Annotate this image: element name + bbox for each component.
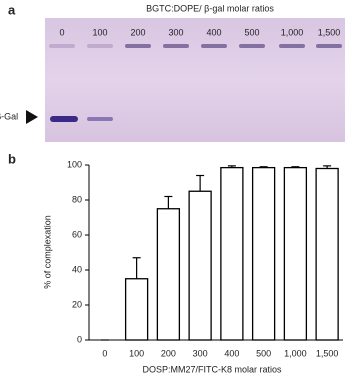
y-axis-label: % of complexation [42, 215, 52, 289]
lane-label: 1,500 [318, 27, 341, 37]
band-label: β-Gal [0, 111, 18, 121]
bar [283, 166, 308, 341]
band-arrow [26, 110, 38, 124]
gel-band [50, 116, 78, 122]
x-tick-label: 500 [256, 348, 271, 358]
bar [315, 167, 339, 341]
x-tick-label: 400 [224, 348, 239, 358]
well-band [201, 44, 227, 48]
x-tick-label: 1,000 [284, 348, 307, 358]
lane-label: 1,000 [281, 27, 304, 37]
bar [124, 278, 149, 341]
x-tick-label: 1,500 [316, 348, 339, 358]
lane-label: 200 [130, 27, 145, 37]
y-tick-label: 100 [67, 159, 82, 169]
well-band [316, 44, 342, 48]
lane-label: 400 [206, 27, 221, 37]
bar [251, 166, 276, 341]
panel-label: b [8, 151, 16, 166]
lane-label: 300 [168, 27, 183, 37]
well-band [279, 44, 305, 48]
x-axis-label: DOSP:MM27/FITC-K8 molar ratios [142, 364, 282, 374]
well-band [163, 44, 189, 48]
well-band [239, 44, 265, 48]
gel-band [87, 117, 113, 121]
y-tick-label: 80 [72, 194, 82, 204]
panel-label: a [8, 2, 16, 17]
x-tick-label: 0 [102, 348, 107, 358]
x-tick-label: 200 [161, 348, 176, 358]
gel-title: BGTC:DOPE/ β-gal molar ratios [146, 3, 274, 13]
y-tick-label: 20 [72, 299, 82, 309]
lane-label: 500 [244, 27, 259, 37]
lane-label: 0 [59, 27, 64, 37]
y-tick-label: 40 [72, 264, 82, 274]
bar [220, 166, 244, 341]
gel-image [45, 18, 345, 142]
y-tick-label: 60 [72, 229, 82, 239]
bar [188, 190, 212, 341]
well-band [125, 44, 151, 48]
well-band [87, 44, 113, 48]
bar [156, 208, 181, 341]
x-tick-label: 300 [193, 348, 208, 358]
x-tick-label: 100 [129, 348, 144, 358]
y-tick-label: 0 [77, 334, 82, 344]
lane-label: 100 [92, 27, 107, 37]
well-band [49, 44, 75, 48]
